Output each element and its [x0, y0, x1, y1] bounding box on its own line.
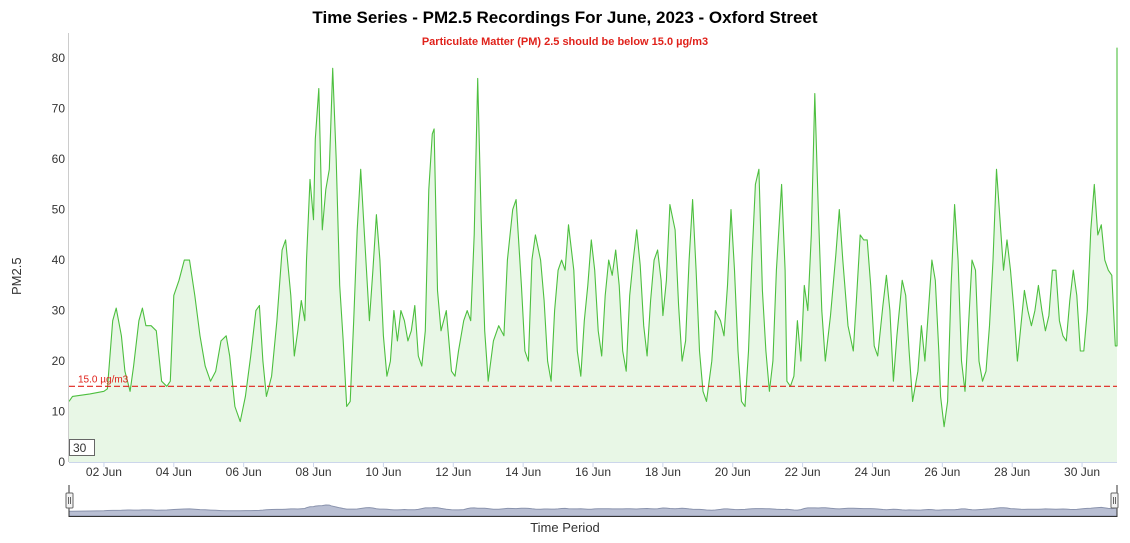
x-tick-label: 10 Jun [365, 465, 401, 479]
y-tick-label: 70 [52, 102, 66, 116]
x-tick-label: 28 Jun [994, 465, 1030, 479]
x-tick-label: 02 Jun [86, 465, 122, 479]
x-tick-label: 26 Jun [924, 465, 960, 479]
y-tick-label: 0 [58, 455, 65, 469]
y-tick-label: 10 [52, 405, 66, 419]
x-axis-label: Time Period [530, 520, 600, 535]
navigator-series [68, 503, 1118, 517]
navigator-left-handle[interactable] [65, 492, 74, 509]
threshold-label: 15.0 µg/m3 [78, 374, 129, 385]
x-tick-label: 18 Jun [645, 465, 681, 479]
rolling-period-input[interactable]: 30 [69, 439, 95, 456]
x-tick-label: 12 Jun [435, 465, 471, 479]
x-tick-label: 16 Jun [575, 465, 611, 479]
y-tick-label: 50 [52, 203, 66, 217]
y-tick-label: 20 [52, 354, 66, 368]
y-tick-label: 80 [52, 51, 66, 65]
y-tick-label: 40 [52, 253, 66, 267]
x-tick-label: 30 Jun [1064, 465, 1100, 479]
x-tick-label: 06 Jun [226, 465, 262, 479]
series-line[interactable] [68, 47, 1118, 428]
axes: 0 10 20 30 40 50 60 70 80 02 Jun 04 Jun 06 Jun 08 Ju… [52, 33, 1117, 479]
chart-title: Time Series - PM2.5 Recordings For June,… [312, 8, 818, 27]
y-tick-label: 30 [52, 304, 66, 318]
x-tick-label: 08 Jun [296, 465, 332, 479]
plot-area: 15.0 µg/m3 [68, 47, 1118, 462]
navigator-right-handle[interactable] [1110, 492, 1119, 509]
series-area [69, 48, 1117, 462]
y-tick-label: 60 [52, 152, 66, 166]
x-tick-label: 14 Jun [505, 465, 541, 479]
x-tick-label: 24 Jun [854, 465, 890, 479]
x-tick-label: 04 Jun [156, 465, 192, 479]
navigator[interactable] [65, 485, 1119, 517]
x-tick-label: 20 Jun [715, 465, 751, 479]
chart-subtitle: Particulate Matter (PM) 2.5 should be be… [421, 36, 709, 48]
x-tick-label: 22 Jun [785, 465, 821, 479]
